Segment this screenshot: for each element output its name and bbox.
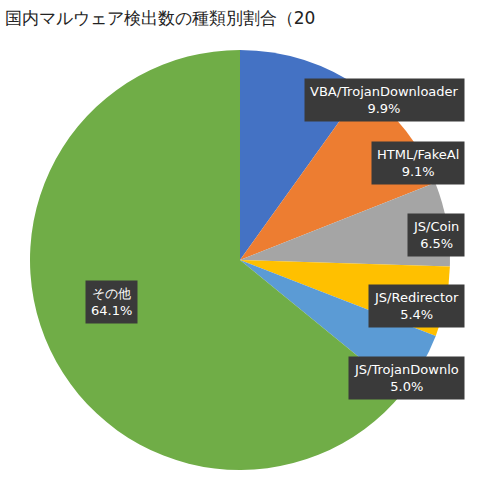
svg-text:国内マルウェア検出数の種類別割合（20: 国内マルウェア検出数の種類別割合（20: [5, 8, 316, 28]
svg-text:VBA/TrojanDownloader9.9%: VBA/TrojanDownloader9.9%: [310, 84, 459, 116]
svg-text:その他64.1%: その他64.1%: [91, 286, 132, 318]
svg-text:HTML/FakeAl9.1%: HTML/FakeAl9.1%: [377, 147, 459, 179]
svg-text:JS/TrojanDownlo5.0%: JS/TrojanDownlo5.0%: [354, 362, 459, 394]
svg-text:JS/Redirector5.4%: JS/Redirector5.4%: [374, 290, 459, 322]
svg-text:JS/Coin6.5%: JS/Coin6.5%: [413, 219, 459, 251]
